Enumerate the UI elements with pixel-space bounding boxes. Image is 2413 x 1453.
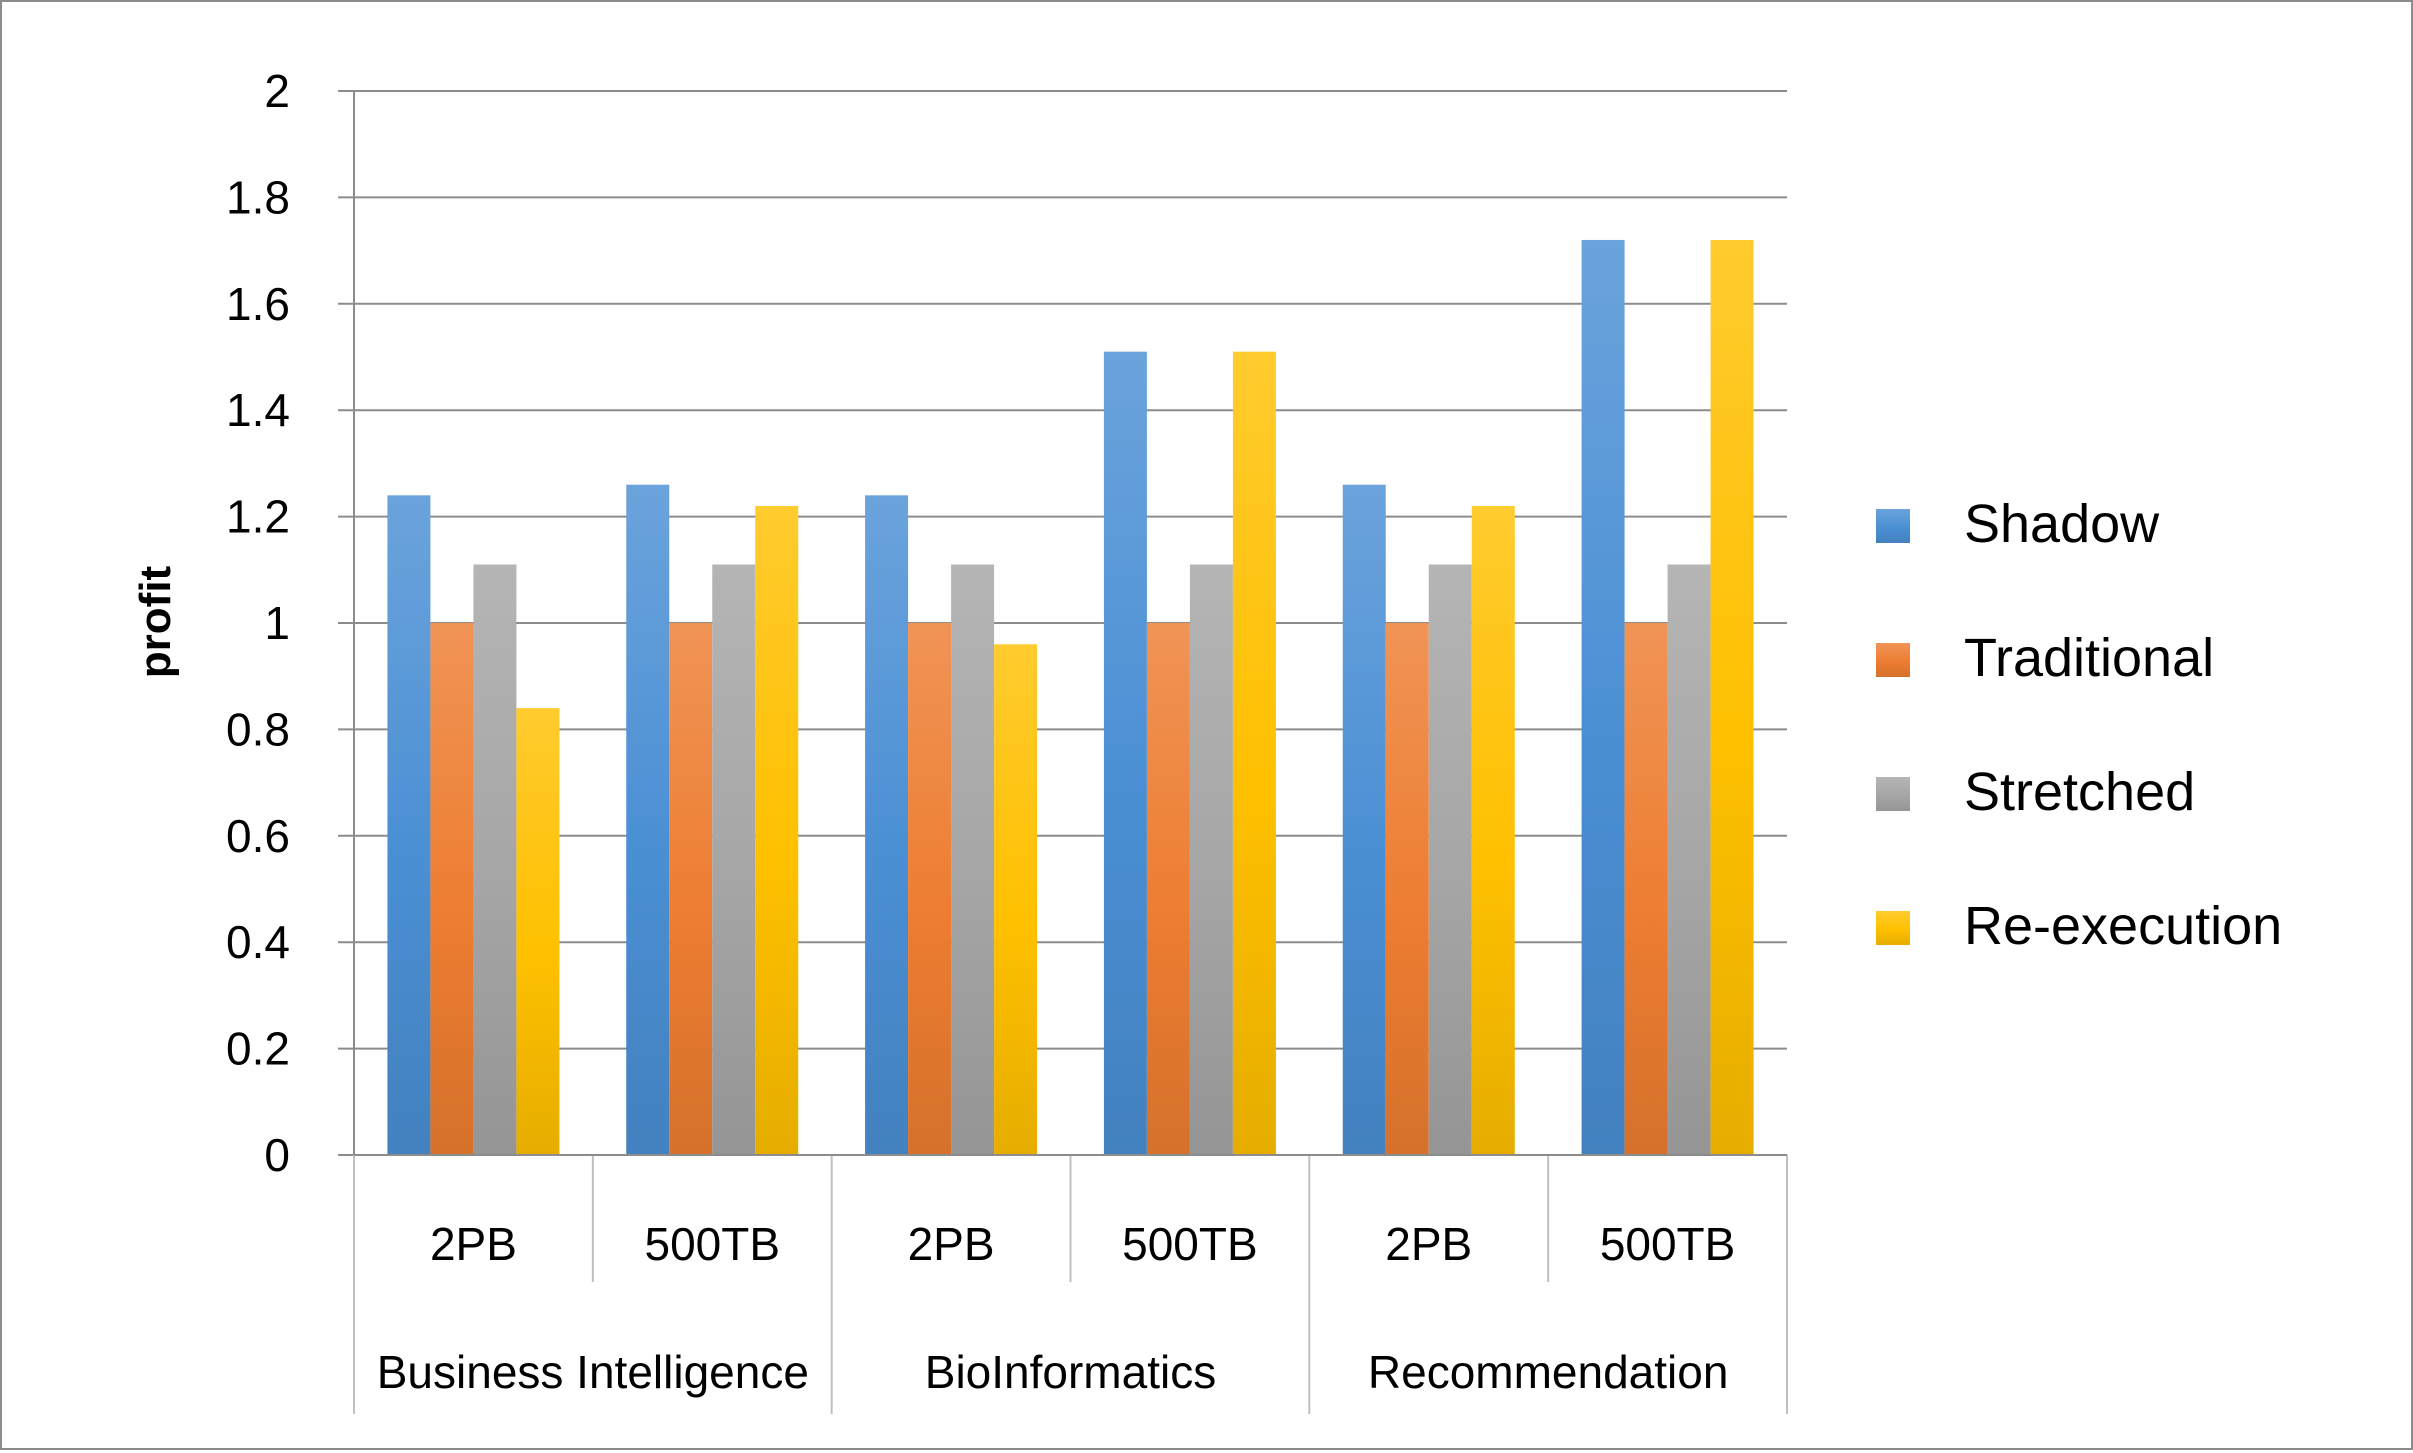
bar-re-execution-5 xyxy=(1710,239,1754,1155)
legend-swatch-stretched xyxy=(1876,777,1910,811)
legend-label: Traditional xyxy=(1964,628,2214,688)
bar-traditional-0 xyxy=(430,623,474,1155)
legend-item-re-execution: Re-execution xyxy=(1876,896,2282,956)
bar-traditional-3 xyxy=(1146,623,1190,1155)
bar-stretched-3 xyxy=(1189,564,1233,1155)
x-tick-label: 2PB xyxy=(908,1218,995,1270)
grid-lines xyxy=(338,90,1787,1156)
bar-traditional-2 xyxy=(908,623,952,1155)
y-tick-label: 0.6 xyxy=(226,810,290,862)
y-tick-label: 1.6 xyxy=(226,278,290,330)
legend-label: Shadow xyxy=(1964,494,2160,554)
bar-shadow-3 xyxy=(1103,351,1147,1155)
bar-re-execution-3 xyxy=(1232,351,1276,1155)
bar-re-execution-1 xyxy=(755,505,799,1156)
x-tick-label: 500TB xyxy=(644,1218,780,1270)
legend-label: Stretched xyxy=(1964,762,2195,822)
bar-stretched-0 xyxy=(473,564,517,1155)
bar-traditional-1 xyxy=(669,623,713,1155)
y-tick-label: 0.8 xyxy=(226,703,290,755)
legend-item-shadow: Shadow xyxy=(1876,494,2160,554)
legend-swatch-re-execution xyxy=(1876,911,1910,945)
legend-item-traditional: Traditional xyxy=(1876,628,2214,688)
legend-swatch-shadow xyxy=(1876,509,1910,543)
y-axis-title: profit xyxy=(131,565,180,678)
y-tick-label: 2 xyxy=(264,65,290,117)
bar-shadow-0 xyxy=(387,495,431,1155)
y-tick-label: 1 xyxy=(264,597,290,649)
y-tick-label: 1.8 xyxy=(226,171,290,223)
y-tick-label: 0 xyxy=(264,1129,290,1181)
bars xyxy=(387,239,1754,1156)
y-tick-label: 0.4 xyxy=(226,916,290,968)
x-tick-label: 2PB xyxy=(430,1218,517,1270)
legend-item-stretched: Stretched xyxy=(1876,762,2195,822)
legend: Shadow Traditional Stretched Re-execution xyxy=(1876,494,2282,956)
bar-traditional-4 xyxy=(1385,623,1429,1155)
bar-shadow-4 xyxy=(1342,484,1386,1155)
bar-re-execution-2 xyxy=(994,644,1038,1155)
bar-re-execution-4 xyxy=(1471,505,1515,1156)
bar-stretched-2 xyxy=(951,564,995,1155)
y-tick-label: 1.2 xyxy=(226,491,290,543)
bar-shadow-2 xyxy=(865,495,909,1155)
x-tick-label: 2PB xyxy=(1385,1218,1472,1270)
bar-stretched-5 xyxy=(1667,564,1711,1155)
x-group-label-bioinformatics: BioInformatics xyxy=(925,1346,1216,1398)
legend-label: Re-execution xyxy=(1964,896,2282,956)
bar-stretched-4 xyxy=(1428,564,1472,1155)
bar-shadow-5 xyxy=(1581,239,1625,1155)
bar-re-execution-0 xyxy=(516,708,560,1155)
x-group-label-recommendation: Recommendation xyxy=(1368,1346,1729,1398)
x-tick-label: 500TB xyxy=(1600,1218,1736,1270)
x-tick-label: 500TB xyxy=(1122,1218,1258,1270)
bar-stretched-1 xyxy=(712,564,756,1155)
y-tick-label: 0.2 xyxy=(226,1023,290,1075)
bar-shadow-1 xyxy=(626,484,670,1155)
axes: 0 0.2 0.4 0.6 0.8 1 1.2 1.4 1.6 1.8 2 2PB 500TB 2PB 50… xyxy=(226,65,1788,1414)
y-tick-label: 1.4 xyxy=(226,384,290,436)
bar-traditional-5 xyxy=(1624,623,1668,1155)
legend-swatch-traditional xyxy=(1876,643,1910,677)
x-group-label-business-intelligence: Business Intelligence xyxy=(377,1346,809,1398)
